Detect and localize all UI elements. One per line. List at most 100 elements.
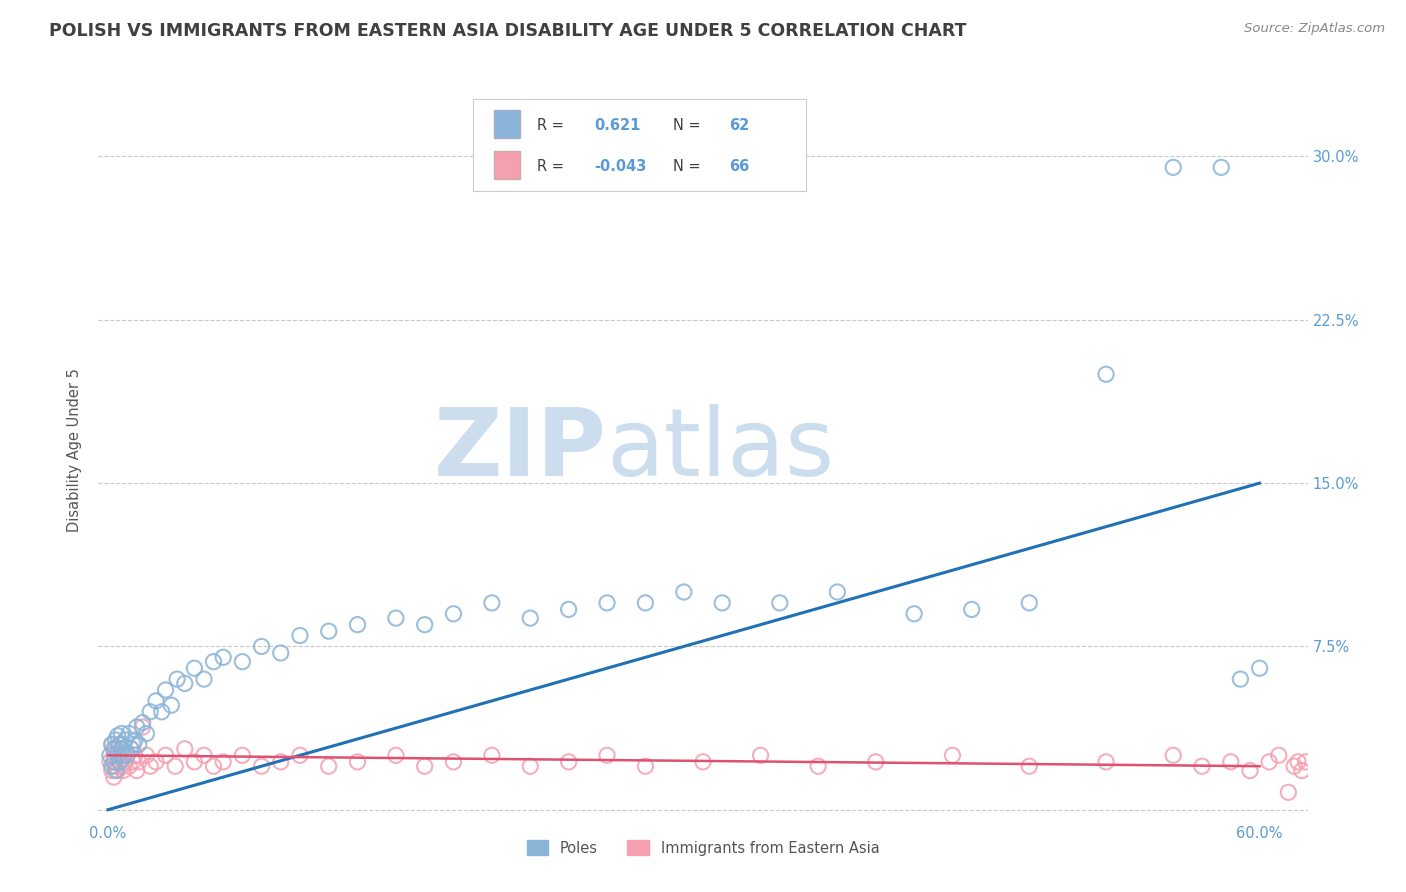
Text: 66: 66: [730, 159, 749, 174]
Point: [145, 755, 167, 769]
Point: [270, 646, 292, 660]
Point: [1161, 161, 1184, 175]
Point: [122, 755, 145, 769]
Point: [108, 738, 131, 752]
Point: [1161, 748, 1184, 763]
Point: [124, 733, 146, 747]
Point: [1258, 755, 1281, 769]
Point: [749, 748, 772, 763]
Point: [155, 683, 177, 698]
Point: [711, 596, 734, 610]
Point: [135, 748, 157, 763]
Point: [160, 698, 183, 713]
Point: [250, 640, 273, 654]
Point: [118, 759, 141, 773]
Point: [1277, 785, 1299, 799]
Point: [104, 759, 127, 773]
Point: [1295, 755, 1317, 769]
Point: [120, 741, 142, 756]
Point: [202, 759, 225, 773]
Point: [193, 748, 215, 763]
Point: [165, 759, 187, 773]
Point: [103, 770, 125, 784]
Point: [1229, 672, 1251, 686]
Point: [128, 738, 150, 752]
Point: [166, 672, 188, 686]
Text: N =: N =: [672, 118, 700, 133]
Point: [193, 672, 215, 686]
Point: [112, 748, 135, 763]
Point: [150, 705, 173, 719]
Point: [557, 602, 579, 616]
Point: [692, 755, 714, 769]
Point: [413, 759, 436, 773]
Point: [124, 748, 146, 763]
Point: [960, 602, 983, 616]
Point: [155, 748, 177, 763]
Point: [173, 676, 195, 690]
Point: [104, 733, 127, 747]
Point: [135, 726, 157, 740]
Point: [596, 748, 619, 763]
Point: [108, 738, 131, 752]
Point: [202, 655, 225, 669]
Point: [104, 741, 127, 756]
Point: [519, 611, 541, 625]
Point: [114, 755, 136, 769]
Point: [385, 748, 408, 763]
FancyBboxPatch shape: [474, 99, 806, 191]
Point: [110, 741, 132, 756]
Point: [122, 738, 145, 752]
Point: [443, 607, 465, 621]
Point: [1018, 759, 1040, 773]
Point: [173, 741, 195, 756]
Point: [110, 759, 132, 773]
Point: [131, 720, 153, 734]
FancyBboxPatch shape: [494, 151, 520, 179]
Point: [385, 611, 408, 625]
Text: N =: N =: [672, 159, 700, 174]
Point: [101, 759, 124, 773]
Text: POLISH VS IMMIGRANTS FROM EASTERN ASIA DISABILITY AGE UNDER 5 CORRELATION CHART: POLISH VS IMMIGRANTS FROM EASTERN ASIA D…: [49, 22, 967, 40]
Point: [596, 596, 619, 610]
Point: [769, 596, 792, 610]
Point: [107, 748, 129, 763]
Point: [120, 741, 142, 756]
Point: [103, 755, 125, 769]
Point: [108, 755, 131, 769]
Point: [903, 607, 925, 621]
Point: [1095, 755, 1118, 769]
Point: [104, 764, 127, 778]
Point: [212, 755, 235, 769]
Point: [1282, 759, 1305, 773]
Point: [108, 755, 131, 769]
Point: [288, 628, 311, 642]
Text: ZIP: ZIP: [433, 404, 606, 497]
Point: [107, 729, 129, 743]
FancyBboxPatch shape: [494, 110, 520, 138]
Text: R =: R =: [537, 159, 564, 174]
Point: [128, 755, 150, 769]
Point: [481, 748, 503, 763]
Point: [346, 755, 368, 769]
Text: -0.043: -0.043: [595, 159, 647, 174]
Point: [865, 755, 887, 769]
Point: [481, 596, 503, 610]
Point: [115, 748, 138, 763]
Point: [98, 748, 121, 763]
Point: [139, 705, 162, 719]
Point: [1018, 596, 1040, 610]
Point: [145, 694, 167, 708]
Point: [346, 617, 368, 632]
Point: [634, 596, 657, 610]
Point: [131, 715, 153, 730]
Point: [125, 764, 148, 778]
Text: 0.621: 0.621: [595, 118, 641, 133]
Point: [1268, 748, 1291, 763]
Point: [1219, 755, 1241, 769]
Point: [807, 759, 830, 773]
Text: Source: ZipAtlas.com: Source: ZipAtlas.com: [1244, 22, 1385, 36]
Point: [672, 585, 695, 599]
Point: [103, 741, 125, 756]
Point: [1291, 764, 1313, 778]
